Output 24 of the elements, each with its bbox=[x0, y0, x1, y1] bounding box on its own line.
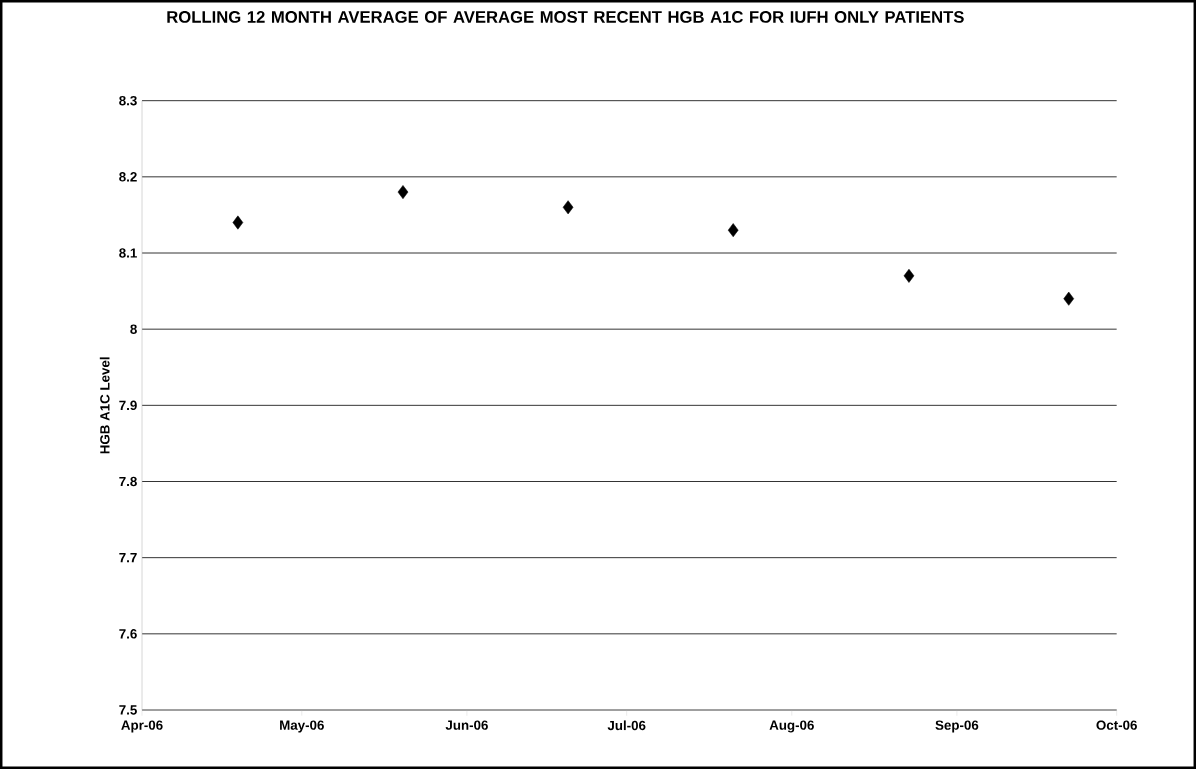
x-tick-label: Oct-06 bbox=[1096, 720, 1137, 730]
x-tick-label: Jul-06 bbox=[607, 720, 646, 731]
point bbox=[397, 185, 409, 200]
y-tick-label: 7.5 bbox=[119, 705, 137, 715]
point bbox=[1063, 291, 1075, 306]
x-tick-label: Jun-06 bbox=[445, 720, 488, 730]
x-tick-label: Aug-06 bbox=[769, 720, 814, 733]
x-tick-label: Apr-06 bbox=[121, 720, 163, 733]
chart-title: ROLLING 12 MONTH AVERAGE OF AVERAGE MOST RECENT HGB A1C FOR IUFH ONLY PATIENTS bbox=[167, 11, 964, 23]
y-tick-label: 8.2 bbox=[119, 172, 137, 182]
point bbox=[903, 268, 915, 283]
point bbox=[232, 215, 244, 230]
point bbox=[562, 200, 574, 215]
x-tick-label: Sep-06 bbox=[935, 720, 979, 733]
y-tick-label: 8.1 bbox=[119, 248, 137, 258]
y-tick-label: 7.8 bbox=[119, 476, 137, 487]
y-tick-label: 7.9 bbox=[119, 400, 137, 411]
point bbox=[727, 223, 739, 238]
x-tick-label: May-06 bbox=[280, 720, 324, 733]
y-axis-title: HGB A1C Level bbox=[99, 357, 110, 454]
y-tick-label: 8.3 bbox=[119, 95, 137, 106]
y-tick-label: 7.6 bbox=[119, 629, 137, 639]
y-tick-label: 7.7 bbox=[119, 553, 137, 563]
y-tick-label: 8 bbox=[130, 324, 137, 334]
